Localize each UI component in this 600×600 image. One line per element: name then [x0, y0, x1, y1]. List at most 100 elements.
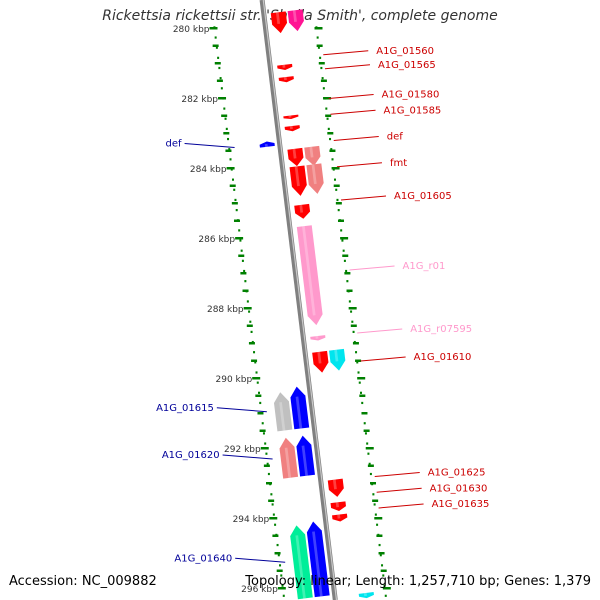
scale-dot — [234, 198, 237, 202]
scale-dot — [342, 249, 345, 252]
label-leader — [235, 557, 286, 563]
gene-arrow-f21[interactable] — [327, 478, 345, 498]
gene-arrow-f25[interactable] — [306, 521, 330, 598]
scale-tick — [238, 254, 245, 257]
gene-body — [327, 478, 344, 497]
scale-dot — [257, 391, 260, 394]
scale-dot — [373, 503, 376, 506]
gene-arrow-f4[interactable] — [278, 76, 295, 83]
scale-tick — [314, 27, 323, 30]
gene-arrow-f5[interactable] — [283, 114, 299, 120]
scale-tick — [226, 167, 235, 170]
gene-shade — [334, 349, 339, 362]
scale-dot — [277, 554, 280, 557]
scale-tick — [320, 79, 327, 82]
scale-dot — [214, 36, 217, 39]
gene-body — [284, 125, 300, 132]
gene-arrow-f19[interactable] — [278, 437, 299, 479]
gene-shade — [264, 143, 268, 148]
gene-arrow-f20[interactable] — [295, 435, 315, 477]
scale-dot — [243, 269, 246, 273]
gene-arrow-f26[interactable] — [358, 592, 375, 599]
scale-dot — [321, 77, 324, 80]
gene-arrow-f7[interactable] — [259, 141, 275, 148]
gene-arrow-f18[interactable] — [289, 386, 310, 430]
gene-arrow-f11[interactable] — [306, 163, 324, 194]
scale-dot — [317, 46, 320, 49]
scale-tick — [380, 569, 387, 572]
scale-tick — [276, 569, 283, 572]
scale-dot — [363, 422, 366, 425]
gene-arrow-f22[interactable] — [330, 501, 347, 512]
scale-label: 280 kbp — [173, 25, 210, 35]
gene-arrow-f1[interactable] — [270, 11, 288, 34]
label-leader — [374, 472, 420, 477]
scale-label: 282 kbp — [181, 95, 218, 105]
scale-dot — [238, 229, 241, 232]
scale-tick — [359, 394, 366, 397]
scale-tick — [223, 132, 230, 135]
gene-arrow-f2[interactable] — [287, 9, 305, 32]
scale-tick — [370, 482, 377, 485]
gene-shade — [311, 164, 317, 185]
gene-shade — [283, 76, 287, 81]
gene-features[interactable] — [259, 9, 375, 600]
gene-arrow-f14[interactable] — [310, 335, 326, 341]
scale-tick — [316, 44, 323, 47]
scale-tick — [266, 482, 273, 485]
scale-tick — [235, 237, 244, 240]
label-leader — [333, 136, 379, 141]
scale-dot — [326, 117, 329, 120]
scale-dot — [229, 158, 232, 161]
gene-body — [330, 501, 347, 511]
gene-arrow-f15[interactable] — [312, 350, 329, 374]
gene-body — [270, 11, 288, 34]
scale-dot — [358, 381, 361, 384]
scale-dot — [223, 107, 226, 110]
gene-shade — [332, 479, 337, 490]
scale-dot — [341, 239, 344, 242]
gene-arrow-f13[interactable] — [296, 225, 324, 326]
scale-tick — [269, 517, 278, 520]
gene-arrow-f10[interactable] — [289, 165, 308, 196]
scale-dot — [383, 584, 386, 587]
axis-line — [259, 0, 338, 600]
gene-arrow-f3[interactable] — [277, 63, 293, 71]
scale-tick — [344, 272, 351, 275]
scale-dot — [240, 249, 243, 252]
gene-arrow-f16[interactable] — [329, 348, 346, 372]
scale-dot — [357, 371, 360, 374]
label-leader — [360, 356, 406, 362]
scale-tick — [327, 132, 334, 135]
scale-tick — [274, 552, 281, 555]
scale-tick — [221, 114, 228, 117]
scale-tick — [225, 149, 232, 152]
gene-label: A1G_01620 — [162, 450, 220, 461]
scale-dot — [215, 46, 218, 49]
scale-tick — [372, 499, 379, 502]
gene-shade — [363, 592, 367, 597]
scale-dot — [343, 259, 346, 262]
gene-arrow-f9[interactable] — [304, 145, 321, 167]
scale-dot — [231, 178, 234, 181]
scale-tick — [355, 359, 362, 362]
gene-arrow-f12[interactable] — [294, 203, 311, 220]
scale-dot — [348, 300, 351, 303]
scale-dot — [256, 381, 259, 384]
scale-dot — [325, 107, 328, 110]
scale-dot — [337, 209, 340, 212]
gene-arrow-f17[interactable] — [273, 391, 293, 432]
gene-label: fmt — [390, 158, 407, 169]
scale-tick — [251, 359, 258, 362]
gene-arrow-f24[interactable] — [289, 524, 313, 600]
gene-label: A1G_01585 — [384, 105, 442, 116]
scale-tick — [342, 254, 349, 257]
scale-tick — [243, 307, 252, 310]
gene-arrow-f23[interactable] — [332, 513, 348, 523]
label-leader — [357, 328, 403, 334]
scale-tick — [260, 447, 269, 450]
gene-arrow-f6[interactable] — [284, 125, 301, 132]
gene-arrow-f8[interactable] — [287, 147, 304, 167]
scale-dot — [261, 422, 264, 425]
scale-dot — [235, 209, 238, 212]
